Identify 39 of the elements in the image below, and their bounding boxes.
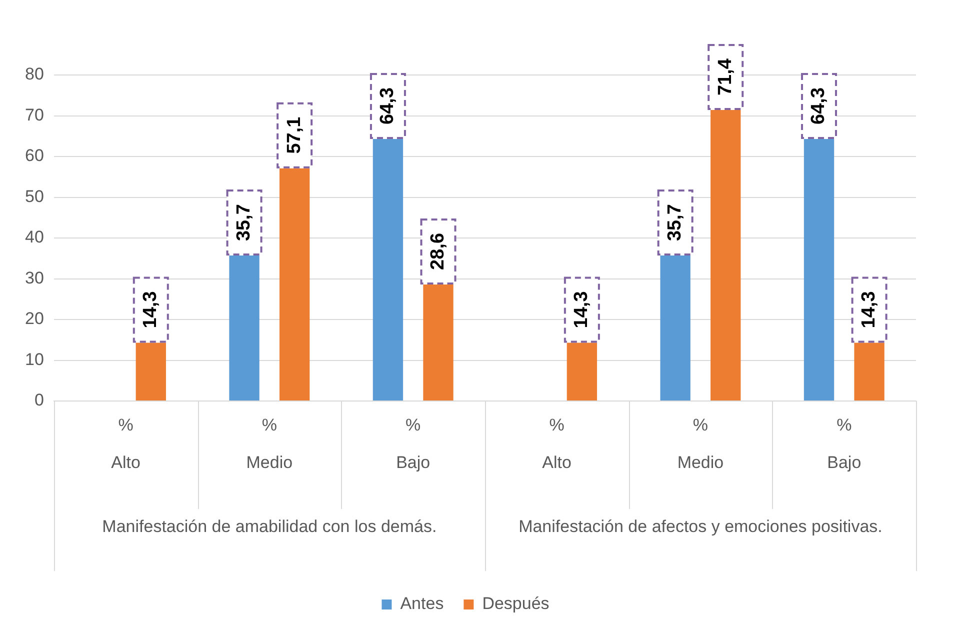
- bar: [710, 110, 741, 400]
- x-tick-label: % Bajo: [827, 415, 862, 472]
- data-label: 14,3: [571, 291, 592, 328]
- bar: [854, 342, 884, 400]
- x-tick-label: % Alto: [542, 415, 572, 472]
- legend-label: Después: [482, 594, 550, 614]
- x-tick-label: % Bajo: [396, 415, 430, 472]
- y-tick-label: 0: [34, 390, 44, 410]
- bar: [372, 138, 404, 400]
- data-label: 35,7: [664, 204, 686, 242]
- bar: [136, 342, 166, 400]
- data-label: 64,3: [808, 87, 830, 124]
- data-label: 35,7: [234, 204, 255, 242]
- x-tick-label: % Medio: [677, 415, 724, 472]
- bar: [660, 256, 690, 400]
- text: Manifestación de afectos y emociones positivas.: [518, 517, 882, 536]
- y-tick-label: 60: [24, 146, 44, 166]
- legend-label: Antes: [400, 594, 444, 614]
- y-tick-label: 40: [24, 228, 44, 247]
- y-tick-label: 20: [24, 309, 44, 328]
- data-label: 14,3: [858, 291, 880, 328]
- bar: [229, 256, 260, 400]
- y-tick-label: 50: [24, 186, 44, 206]
- x-tick-label: % Alto: [111, 415, 140, 472]
- bar: [566, 342, 598, 400]
- y-tick-label: 70: [24, 105, 44, 124]
- data-label: 64,3: [377, 87, 398, 124]
- data-label: 28,6: [427, 232, 448, 270]
- bar: [423, 284, 454, 400]
- y-tick-label: 80: [24, 64, 44, 84]
- bar: [804, 138, 834, 400]
- y-tick-label: 30: [24, 268, 44, 288]
- data-label: 71,4: [714, 58, 736, 96]
- bar: [279, 168, 310, 400]
- text: Manifestación de amabilidad con los demás.: [102, 517, 437, 536]
- y-tick-label: 10: [24, 350, 44, 369]
- x-tick-label: % Medio: [246, 415, 293, 472]
- data-label: 14,3: [140, 291, 162, 328]
- data-label: 57,1: [284, 116, 305, 154]
